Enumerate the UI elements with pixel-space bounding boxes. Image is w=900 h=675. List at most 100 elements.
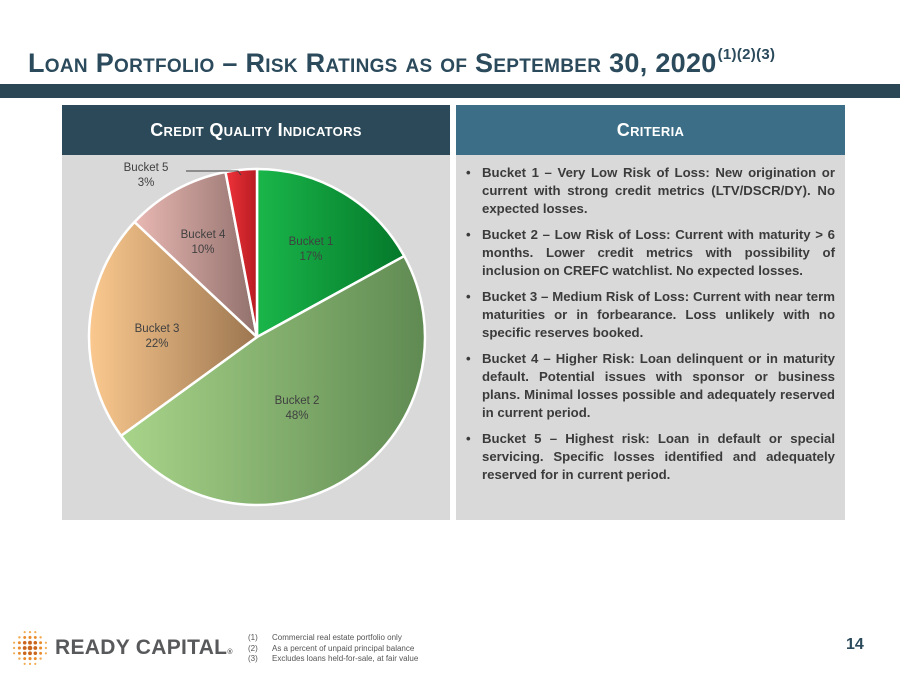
slice-category-label: Bucket 4 bbox=[181, 229, 226, 241]
logo-dot bbox=[27, 645, 33, 651]
logo-dot bbox=[44, 646, 48, 650]
bullet-icon: • bbox=[466, 431, 471, 446]
logo-dot bbox=[34, 662, 37, 665]
logo-dot bbox=[33, 646, 38, 650]
pie-labels: Bucket 1 17%Bucket 2 48%Bucket 3 22%Bucket … bbox=[124, 162, 334, 422]
criteria-text: Bucket 2 – Low Risk of Loss: Current wit… bbox=[482, 227, 835, 278]
logo-dot bbox=[28, 635, 32, 639]
pie-slice-bucket-4 bbox=[133, 170, 259, 339]
logo-dot bbox=[23, 657, 27, 661]
logo-dot bbox=[33, 640, 38, 645]
pie-slices bbox=[87, 167, 427, 507]
footnote-text: As a percent of unpaid principal balance bbox=[272, 643, 415, 653]
footnote: (2) As a percent of unpaid principal bala… bbox=[248, 644, 418, 655]
slice-label-bucket-1: Bucket 1 17% bbox=[289, 236, 334, 263]
slice-category-label: Bucket 2 bbox=[275, 395, 320, 407]
criteria-text: Bucket 4 – Higher Risk: Loan delinquent … bbox=[482, 351, 835, 420]
slice-label-bucket-3: Bucket 3 22% bbox=[135, 323, 180, 350]
logo-dot bbox=[13, 652, 16, 655]
logo-dot bbox=[33, 657, 37, 661]
criteria-list: • Bucket 1 – Very Low Risk of Loss: New o… bbox=[456, 155, 845, 484]
logo-dot bbox=[23, 635, 27, 639]
logo-text: READY CAPITAL bbox=[55, 636, 228, 659]
logo-dot bbox=[39, 657, 42, 660]
pie-slice-bucket-5 bbox=[224, 167, 259, 339]
logo-dot bbox=[33, 651, 38, 656]
criteria-item-bucket-3: • Bucket 3 – Medium Risk of Loss: Current… bbox=[464, 288, 835, 342]
logo-dot bbox=[28, 651, 32, 656]
criteria-panel: Criteria • Bucket 1 – Very Low Risk of Lo… bbox=[456, 105, 845, 520]
bullet-icon: • bbox=[466, 351, 471, 366]
logo-dot bbox=[18, 657, 21, 660]
logo-dot bbox=[13, 641, 16, 644]
slice-value-label: 17% bbox=[299, 251, 322, 263]
page-title: Loan Portfolio – Risk Ratings as of Sept… bbox=[28, 46, 775, 79]
logo-dot bbox=[28, 640, 32, 645]
slice-label-bucket-2: Bucket 2 48% bbox=[275, 395, 320, 422]
title-footnote-refs: (1)(2)(3) bbox=[717, 46, 776, 63]
slice-label-bucket-5: Bucket 5 3% bbox=[124, 162, 169, 189]
slice-value-label: 48% bbox=[285, 410, 308, 422]
bullet-icon: • bbox=[466, 165, 471, 180]
logo-dot bbox=[44, 652, 48, 655]
logo-dot bbox=[17, 646, 21, 650]
slice-category-label: Bucket 3 bbox=[135, 323, 180, 335]
logo-dot bbox=[39, 641, 43, 645]
credit-quality-header: Credit Quality Indicators bbox=[62, 105, 450, 155]
bullet-icon: • bbox=[466, 289, 471, 304]
criteria-text: Bucket 5 – Highest risk: Loan in default… bbox=[482, 431, 835, 482]
logo-dot bbox=[22, 640, 27, 645]
logo-dot bbox=[23, 631, 26, 634]
logo-dot bbox=[17, 641, 21, 645]
logo-dot bbox=[12, 646, 16, 650]
criteria-header: Criteria bbox=[456, 105, 845, 155]
footnote-number: (3) bbox=[248, 654, 258, 663]
pie-slice-bucket-2 bbox=[119, 254, 427, 507]
page-title-text: Loan Portfolio – Risk Ratings as of Sept… bbox=[28, 48, 717, 78]
logo-dot bbox=[39, 646, 43, 650]
slice-category-label: Bucket 5 bbox=[124, 162, 169, 174]
footnote-text: Commercial real estate portfolio only bbox=[272, 633, 402, 642]
logo-dot bbox=[22, 651, 27, 656]
pie-slice-bucket-3 bbox=[87, 220, 259, 437]
logo-wordmark: READY CAPITAL® bbox=[55, 636, 233, 660]
slice-label-bucket-4: Bucket 4 10% bbox=[181, 229, 226, 256]
slice-value-label: 10% bbox=[191, 244, 214, 256]
footnote: (3) Excludes loans held-for-sale, at fair… bbox=[248, 654, 418, 665]
ready-capital-logo: READY CAPITAL® bbox=[10, 628, 233, 668]
slice-value-label: 3% bbox=[138, 177, 155, 189]
footnote-number: (2) bbox=[248, 643, 258, 653]
footnote: (1) Commercial real estate portfolio only bbox=[248, 633, 418, 644]
page-number: 14 bbox=[846, 636, 864, 653]
logo-dot bbox=[17, 651, 21, 655]
slice-value-label: 22% bbox=[145, 338, 168, 350]
logo-dot bbox=[33, 635, 37, 639]
logo-dot bbox=[18, 636, 21, 639]
title-divider-bar bbox=[0, 84, 900, 98]
pie-slice-bucket-1 bbox=[255, 167, 406, 339]
logo-dot bbox=[28, 657, 32, 661]
logo-dot bbox=[39, 636, 42, 639]
footnotes: (1) Commercial real estate portfolio only… bbox=[248, 633, 418, 665]
logo-dot bbox=[34, 631, 37, 634]
logo-dot bbox=[22, 646, 27, 650]
criteria-text: Bucket 3 – Medium Risk of Loss: Current … bbox=[482, 289, 835, 340]
footnote-text: Excludes loans held-for-sale, at fair va… bbox=[272, 654, 419, 663]
bucket-5-leader-line bbox=[186, 170, 242, 176]
logo-dot bbox=[44, 641, 48, 644]
logo-dot bbox=[39, 651, 43, 655]
criteria-item-bucket-4: • Bucket 4 – Higher Risk: Loan delinquent… bbox=[464, 350, 835, 422]
logo-registered-mark: ® bbox=[227, 649, 233, 656]
logo-dot bbox=[28, 662, 32, 666]
criteria-text: Bucket 1 – Very Low Risk of Loss: New or… bbox=[482, 165, 835, 216]
criteria-item-bucket-5: • Bucket 5 – Highest risk: Loan in defaul… bbox=[464, 430, 835, 484]
slice-category-label: Bucket 1 bbox=[289, 236, 334, 248]
footnote-number: (1) bbox=[248, 633, 258, 642]
bullet-icon: • bbox=[466, 227, 471, 242]
criteria-item-bucket-1: • Bucket 1 – Very Low Risk of Loss: New o… bbox=[464, 164, 835, 218]
logo-dot bbox=[28, 630, 32, 634]
logo-dot bbox=[23, 662, 26, 665]
criteria-item-bucket-2: • Bucket 2 – Low Risk of Loss: Current wi… bbox=[464, 226, 835, 280]
logo-dots-icon bbox=[12, 630, 48, 666]
